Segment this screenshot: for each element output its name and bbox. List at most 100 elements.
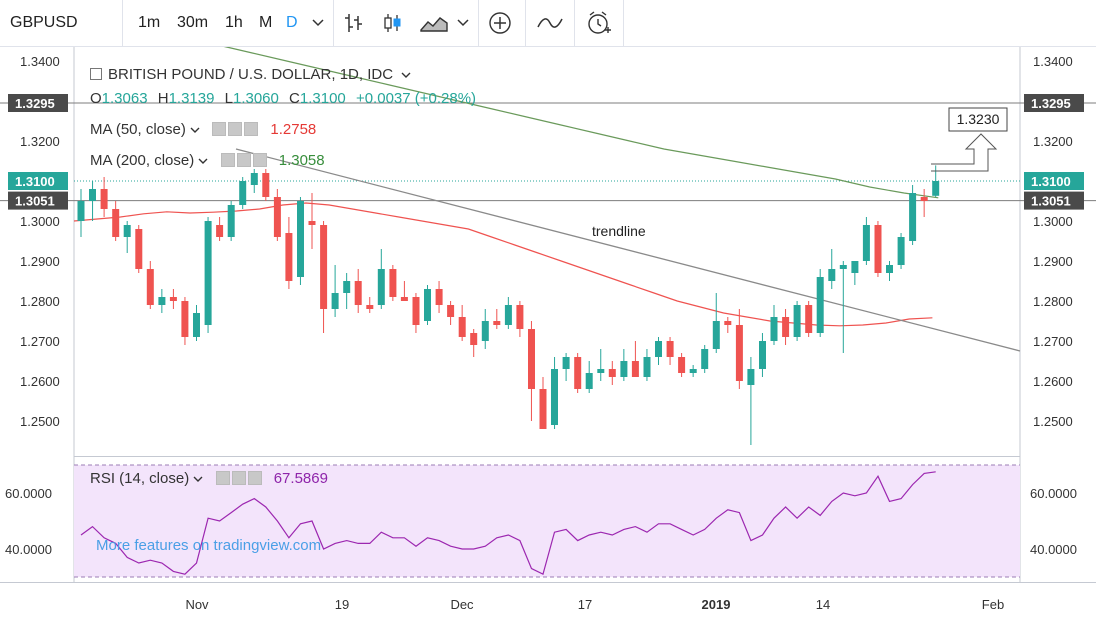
- collapse-square-icon[interactable]: [90, 68, 102, 80]
- ma200-settings-icon[interactable]: [236, 153, 251, 167]
- trendline: [235, 148, 1021, 352]
- add-indicator-icon[interactable]: [488, 0, 512, 46]
- x-tick-label: Nov: [185, 597, 209, 612]
- y-tick-label-left: 1.2800: [20, 294, 60, 309]
- ma50-settings-icon[interactable]: [228, 122, 243, 136]
- interval-30m-button[interactable]: 30m: [177, 14, 209, 31]
- y-tick-label-left: 1.3200: [20, 134, 60, 149]
- rsi-visibility-icon[interactable]: [215, 471, 230, 485]
- ma200-line: [217, 44, 939, 199]
- y-tick-label-right: 1.2500: [1033, 414, 1073, 429]
- ma50-chevron-down-icon[interactable]: [190, 127, 200, 134]
- x-tick-label: 14: [816, 597, 830, 612]
- price-tag-left-label: 1.3100: [15, 174, 55, 189]
- legend-chevron-down-icon[interactable]: [401, 66, 411, 83]
- ma200-chevron-down-icon[interactable]: [198, 158, 208, 165]
- candle-body: [273, 197, 281, 237]
- candle-body: [712, 321, 720, 349]
- candle-body: [539, 389, 547, 429]
- high-value: 1.3139: [168, 90, 215, 107]
- symbol-title: BRITISH POUND / U.S. DOLLAR, 1D, IDC: [108, 66, 394, 83]
- candle-style-icon[interactable]: [383, 0, 403, 46]
- price-pane[interactable]: [74, 47, 1020, 455]
- candle-body: [481, 321, 489, 341]
- candle-body: [597, 369, 605, 373]
- y-tick-label-right: 1.2900: [1033, 254, 1073, 269]
- interval-menu-chevron-down-icon[interactable]: [312, 0, 324, 46]
- interval-1h-button[interactable]: 1h: [225, 14, 243, 31]
- price-tag-right-label: 1.3051: [1031, 194, 1071, 209]
- rsi-chevron-down-icon[interactable]: [193, 476, 203, 483]
- candle-body: [331, 293, 339, 309]
- rsi-tick-label-right: 40.0000: [1030, 542, 1077, 557]
- price-tag-right: [1024, 172, 1084, 190]
- candle-body: [400, 297, 408, 301]
- compare-icon[interactable]: [537, 0, 563, 46]
- candle-body: [689, 369, 697, 373]
- candle-body: [666, 341, 674, 357]
- candle-body: [250, 173, 258, 185]
- candle-body: [285, 233, 293, 281]
- y-tick-label-right: 1.3000: [1033, 214, 1073, 229]
- rsi-line: [80, 471, 936, 576]
- candle-body: [816, 277, 824, 333]
- interval-day-button[interactable]: D: [286, 14, 298, 31]
- symbol-legend: BRITISH POUND / U.S. DOLLAR, 1D, IDC: [90, 66, 411, 83]
- y-tick-label-right: 1.2600: [1033, 374, 1073, 389]
- candle-body: [354, 281, 362, 305]
- rsi-value: 67.5869: [273, 470, 328, 487]
- low-value: 1.3060: [232, 90, 279, 107]
- high-label: H: [157, 90, 169, 107]
- ma50-close-icon[interactable]: [244, 122, 259, 136]
- candle-body: [932, 181, 940, 196]
- price-tag-right: [1024, 191, 1084, 210]
- price-tag-left: [8, 94, 68, 112]
- toolbar-divider: [574, 0, 575, 46]
- ohlc-legend: O1.3063 H1.3139 L1.3060 C1.3100 +0.0037 …: [90, 90, 476, 107]
- candle-body: [366, 305, 374, 309]
- candle-body: [123, 225, 131, 237]
- open-label: O: [90, 90, 102, 107]
- area-style-icon[interactable]: [420, 0, 448, 46]
- price-tag-left-label: 1.3051: [15, 194, 55, 209]
- candle-body: [447, 305, 455, 317]
- bar-style-icon[interactable]: [344, 0, 364, 46]
- interval-1m-button[interactable]: 1m: [138, 14, 161, 31]
- candle-body: [631, 361, 639, 377]
- target-callout-label: 1.3230: [957, 111, 1000, 127]
- alert-icon[interactable]: [586, 0, 612, 46]
- symbol-search-button[interactable]: GBPUSD: [10, 14, 78, 31]
- chart-style-chevron-down-icon[interactable]: [457, 0, 469, 46]
- candle-body: [181, 301, 189, 337]
- rsi-tick-label-left: 40.0000: [5, 542, 52, 557]
- candle-body: [851, 261, 859, 273]
- change-value: +0.0037 (+0.28%): [355, 90, 477, 107]
- watermark[interactable]: More features on tradingview.com: [96, 537, 322, 554]
- candle-body: [493, 321, 501, 325]
- candle-body: [169, 297, 177, 301]
- ma200-value: 1.3058: [278, 152, 325, 169]
- toolbar-divider: [478, 0, 479, 46]
- ma200-close-icon[interactable]: [252, 153, 267, 167]
- interval-month-button[interactable]: M: [259, 14, 273, 31]
- candle-body: [920, 197, 928, 201]
- candle-body: [874, 225, 882, 273]
- candle-body: [585, 373, 593, 389]
- candle-body: [135, 229, 143, 269]
- candle-body: [886, 265, 893, 273]
- ma50-visibility-icon[interactable]: [212, 122, 227, 136]
- candle-body: [435, 289, 443, 305]
- rsi-close-icon[interactable]: [247, 471, 262, 485]
- price-tag-right-label: 1.3295: [1031, 96, 1071, 111]
- rsi-settings-icon[interactable]: [231, 471, 246, 485]
- y-tick-label-left: 1.2600: [20, 374, 60, 389]
- y-tick-label-left: 1.2700: [20, 334, 60, 349]
- candle-body: [909, 193, 917, 241]
- candle-body: [227, 205, 235, 237]
- ma200-visibility-icon[interactable]: [220, 153, 235, 167]
- candle-body: [608, 369, 616, 377]
- candle-body: [112, 209, 120, 237]
- ma200-label: MA (200, close): [90, 152, 195, 169]
- price-tag-left: [8, 191, 68, 210]
- candle-body: [793, 305, 801, 337]
